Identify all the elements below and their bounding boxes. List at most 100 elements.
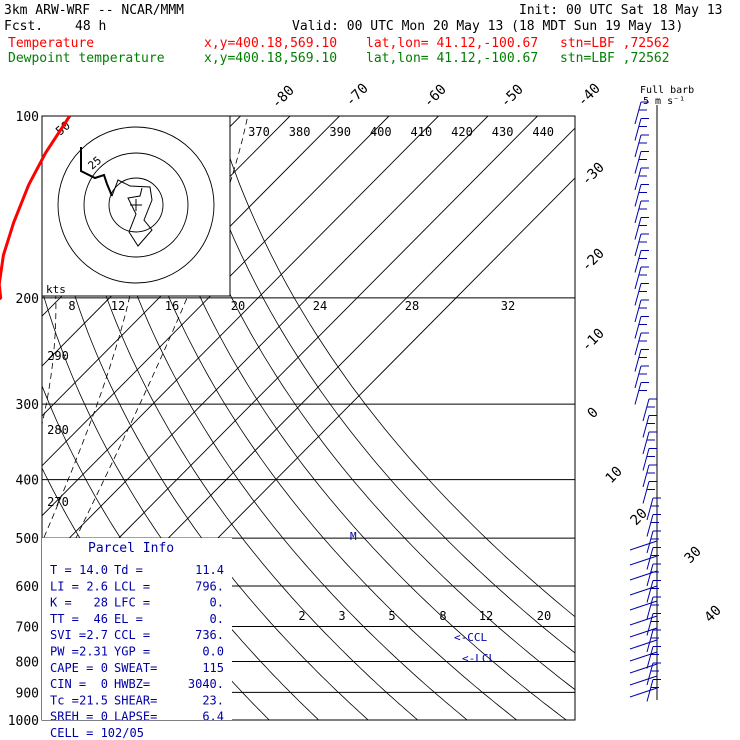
theta-label: 390 <box>329 125 351 139</box>
pressure-labels: 100 200 300 400 500 600 700 800 900 1000 <box>8 110 39 729</box>
parcel-key: HWBZ= <box>114 677 150 691</box>
wind-barb <box>634 151 649 174</box>
parcel-path: <-CCL <-LCL <box>454 631 495 665</box>
parcel-value: 0.0 <box>202 645 224 659</box>
wind-barb-staff <box>634 349 642 372</box>
wind-barb-staff <box>646 580 654 603</box>
wind-barb <box>634 299 649 323</box>
legend-dewpoint-xy: x,y=400.18,569.10 <box>204 51 338 66</box>
parcel-value: 736. <box>195 628 224 642</box>
wind-barb-staff <box>634 233 642 257</box>
wind-barb <box>642 415 657 438</box>
wind-barb <box>634 167 649 191</box>
wind-barb <box>646 596 661 620</box>
dry-adiabat-label: 280 <box>47 423 69 437</box>
wind-barb <box>634 349 649 372</box>
parcel-key: YGP = <box>114 645 150 659</box>
parcel-cell: CELL = 102/05 <box>50 726 144 740</box>
wind-barb-staff <box>634 266 642 290</box>
lcl-marker: <-LCL <box>462 652 495 665</box>
wind-barb <box>646 530 661 554</box>
plot-frame <box>41 115 576 721</box>
wind-barb <box>634 365 649 389</box>
parcel-key: EL = <box>114 612 143 626</box>
wind-barb-staff <box>646 563 654 587</box>
temperature-profile <box>0 115 71 301</box>
wind-barb-staff <box>634 101 642 125</box>
parcel-key: SREH = <box>50 710 93 724</box>
hodograph-trace-bold <box>80 147 113 197</box>
wind-barb <box>634 217 649 240</box>
parcel-value: 0 <box>101 677 108 691</box>
dry-adiabat-line <box>87 116 468 720</box>
theta-label: 380 <box>289 125 311 139</box>
pressure-label-200: 200 <box>16 292 39 307</box>
parcel-value: 21.5 <box>79 693 108 707</box>
wind-barb-staff <box>642 448 650 471</box>
parcel-key: K = <box>50 596 72 610</box>
pressure-label-1000: 1000 <box>8 714 39 729</box>
low-wind-barb <box>629 600 658 611</box>
isotherm-label: 0 <box>585 405 602 422</box>
parcel-value: 2.7 <box>86 628 108 642</box>
parcel-key: CCL = <box>114 628 150 642</box>
wind-barb <box>646 563 661 587</box>
wind-barb <box>642 398 657 422</box>
parcel-key: CAPE = <box>50 661 93 675</box>
parcel-info-table: Parcel Info T = 14.0 Td = 11.4 LI = 2.6 LCL = 79… <box>42 538 232 740</box>
wind-barb-staff <box>634 332 642 356</box>
low-wind-barb <box>629 627 658 638</box>
dry-adiabat-line <box>62 116 418 720</box>
low-wind-barb <box>629 570 658 581</box>
legend-temperature-xy: x,y=400.18,569.10 <box>204 36 338 51</box>
wind-barb-staff <box>634 118 642 141</box>
wind-barb <box>642 431 657 455</box>
theta-label: 410 <box>411 125 433 139</box>
low-wind-barb <box>629 555 658 566</box>
pressure-label-400: 400 <box>16 474 39 489</box>
wind-barb <box>634 316 649 339</box>
low-wind-barb <box>629 585 658 596</box>
low-wind-barb <box>629 615 658 626</box>
low-wind-barb <box>629 639 658 650</box>
theta-label: 420 <box>451 125 473 139</box>
mixing-ratio-label: 20 <box>537 609 551 623</box>
parcel-key: T = <box>50 563 72 577</box>
parcel-value: 115 <box>202 661 224 675</box>
wind-barb-staff <box>634 283 642 306</box>
pressure-label-800: 800 <box>16 655 39 670</box>
theta-label: 400 <box>370 125 392 139</box>
parcel-value: 28 <box>94 596 108 610</box>
wind-barb-staff <box>634 200 642 224</box>
isotherm-label: 40 <box>702 603 725 626</box>
parcel-value: 0. <box>210 596 224 610</box>
wind-barb-staff <box>646 497 654 521</box>
wind-barb-staff <box>634 217 642 240</box>
low-wind-barb <box>629 651 658 662</box>
parcel-value: 2.6 <box>86 579 108 593</box>
parcel-key: LI = <box>50 579 79 593</box>
parcel-value: 2.31 <box>79 645 108 659</box>
wind-barb-staff <box>642 431 650 455</box>
mixing-ratio-label: 3 <box>338 609 345 623</box>
wind-barb-staff <box>634 151 642 174</box>
sounding-profiles <box>0 115 71 301</box>
wind-barb <box>634 233 649 257</box>
wind-barb-staff <box>634 299 642 323</box>
wind-barb <box>634 266 649 290</box>
wind-barb <box>646 514 661 537</box>
wind-barb-staff <box>642 398 650 422</box>
wind-barb-staff <box>642 481 650 504</box>
wind-barb <box>642 448 657 471</box>
hodograph-trace <box>111 179 153 247</box>
parcel-value: 0 <box>101 710 108 724</box>
parcel-key: SHEAR= <box>114 693 157 707</box>
parcel-value: 23. <box>202 693 224 707</box>
hodograph-ring <box>108 177 164 233</box>
wind-barb-staff <box>634 365 642 389</box>
legend-temperature-latlon: lat,lon= 41.12,-100.67 <box>366 36 539 51</box>
mixing-ratio-label: 12 <box>479 609 493 623</box>
